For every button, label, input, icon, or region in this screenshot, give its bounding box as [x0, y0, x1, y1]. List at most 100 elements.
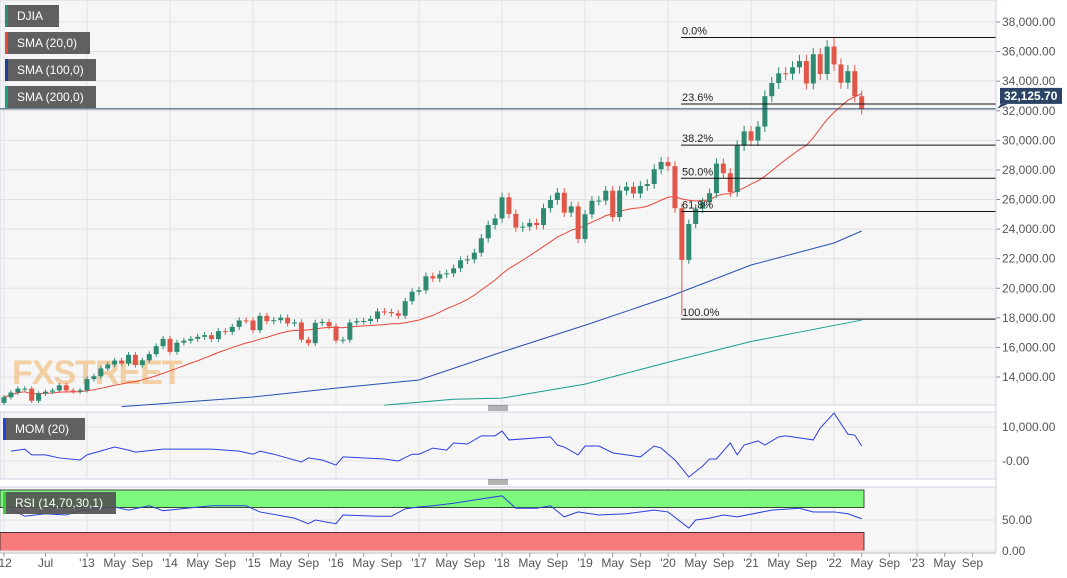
- candle: [707, 188, 713, 207]
- fibonacci-level-label: 38.2%: [682, 133, 713, 145]
- candle-body: [686, 223, 692, 260]
- candle-body: [610, 190, 616, 218]
- candle-body: [292, 322, 298, 324]
- candle: [167, 335, 173, 355]
- x-tick-label: Sep: [713, 556, 735, 570]
- candle-body: [381, 311, 387, 313]
- legend-rsi[interactable]: RSI (14,70,30,1): [3, 492, 116, 514]
- candle-body: [727, 173, 733, 193]
- candle-body: [229, 326, 235, 332]
- candle: [63, 382, 69, 393]
- candle-body: [195, 336, 201, 339]
- x-tick-label: '14: [162, 556, 178, 570]
- candle-body: [582, 214, 588, 240]
- current-price-tag: [1000, 87, 1062, 104]
- candle-body: [824, 46, 830, 75]
- candle-body: [506, 197, 512, 214]
- candle: [209, 332, 215, 343]
- x-tick-label: '13: [79, 556, 95, 570]
- candle-body: [278, 317, 284, 321]
- candle: [444, 269, 450, 279]
- candle: [202, 332, 208, 340]
- candle-body: [852, 71, 858, 97]
- x-tick-label: May: [186, 556, 209, 570]
- x-tick-label: Sep: [215, 556, 237, 570]
- candle: [672, 161, 678, 213]
- candle-body: [575, 206, 581, 240]
- x-tick-label: Sep: [132, 556, 154, 570]
- candle: [630, 181, 636, 199]
- candle: [651, 164, 657, 189]
- x-tick-label: '20: [660, 556, 676, 570]
- candle: [381, 308, 387, 316]
- legend-djia[interactable]: DJIA: [5, 5, 59, 27]
- candle: [236, 317, 242, 330]
- candle: [520, 222, 526, 232]
- candle-body: [43, 391, 49, 394]
- candle: [859, 90, 865, 115]
- candle: [478, 234, 484, 257]
- candle: [257, 312, 263, 334]
- candle: [700, 197, 706, 214]
- candle: [582, 209, 588, 244]
- x-tick-label: May: [352, 556, 375, 570]
- candle-body: [796, 61, 802, 68]
- x-tick-label: May: [767, 556, 790, 570]
- candle: [790, 61, 796, 80]
- candle-body: [437, 274, 443, 279]
- candle: [817, 47, 823, 81]
- candle-body: [368, 318, 374, 321]
- candle-body: [423, 276, 429, 291]
- candle-body: [167, 338, 173, 352]
- candle: [160, 335, 166, 350]
- candle-body: [119, 360, 125, 364]
- x-tick-label: May: [269, 556, 292, 570]
- candle: [783, 67, 789, 80]
- x-tick-label: May: [103, 556, 126, 570]
- candle: [340, 336, 346, 344]
- legend-sma20[interactable]: SMA (20,0): [5, 32, 90, 54]
- current-price-tag-pointer: [997, 103, 1008, 109]
- candle-body: [748, 131, 754, 141]
- candle: [1, 394, 7, 406]
- y-tick-label: 26,000.00: [1002, 193, 1056, 207]
- x-tick-label: '19: [577, 556, 593, 570]
- legend-mom[interactable]: MOM (20): [3, 418, 85, 440]
- color-swatch: [5, 5, 8, 27]
- x-tick-label: May: [684, 556, 707, 570]
- candle: [22, 386, 28, 392]
- candle-body: [589, 200, 595, 215]
- candle: [762, 90, 768, 133]
- candle: [298, 319, 304, 343]
- candle: [589, 196, 595, 219]
- color-swatch: [3, 492, 6, 514]
- candle-body: [458, 260, 464, 269]
- color-swatch: [5, 86, 8, 108]
- legend-sma200[interactable]: SMA (200,0): [5, 86, 96, 108]
- candle-body: [112, 360, 118, 365]
- overbought-zone: [0, 489, 865, 509]
- candle: [229, 323, 235, 336]
- candle: [126, 352, 132, 367]
- candle-body: [402, 301, 408, 316]
- candle: [132, 352, 138, 368]
- candle: [499, 192, 505, 223]
- candle-body: [831, 46, 837, 65]
- candle-body: [395, 313, 401, 316]
- x-tick-label: May: [933, 556, 956, 570]
- candle-body: [326, 321, 332, 327]
- candle-body: [693, 208, 699, 224]
- color-swatch: [3, 418, 6, 440]
- candle: [84, 376, 90, 393]
- candle: [56, 382, 62, 393]
- x-tick-label: Sep: [630, 556, 652, 570]
- candle: [195, 333, 201, 342]
- candle: [852, 64, 858, 103]
- fibonacci-level-label: 100.0%: [682, 307, 720, 319]
- legend-sma100[interactable]: SMA (100,0): [5, 59, 96, 81]
- candle-body: [236, 320, 242, 327]
- candle: [285, 314, 291, 327]
- candle-body: [776, 73, 782, 84]
- candle: [727, 168, 733, 197]
